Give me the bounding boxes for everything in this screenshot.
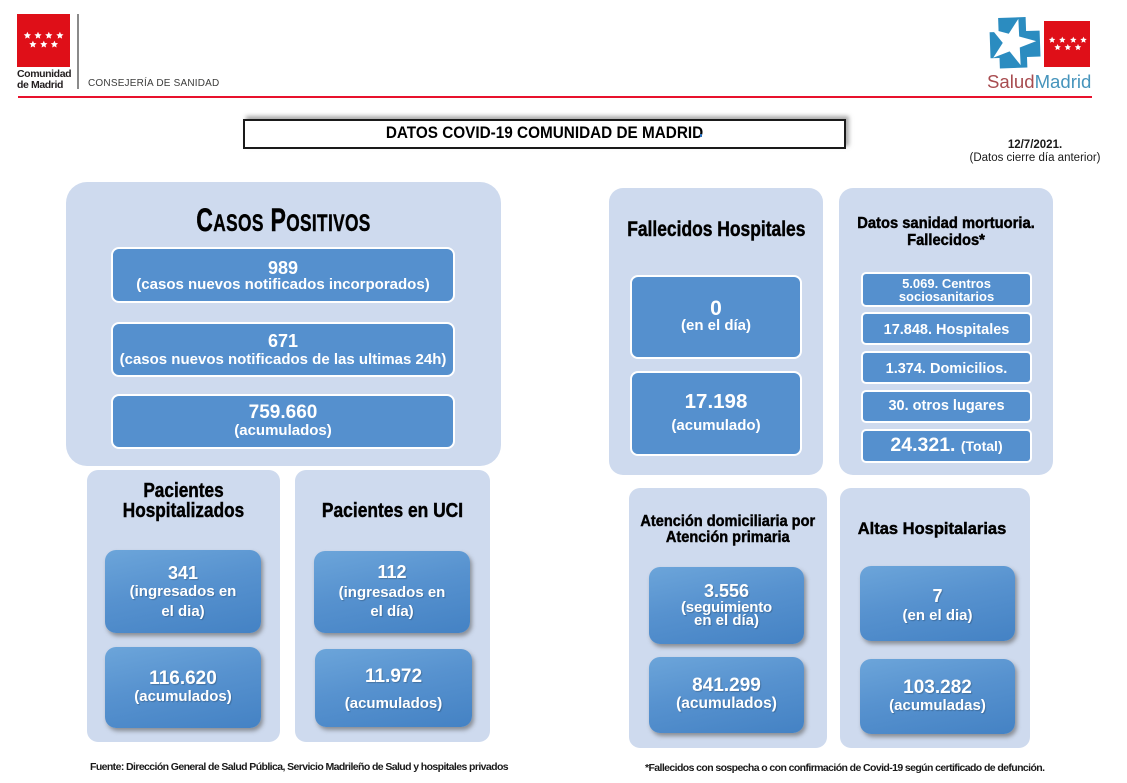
svg-text:SaludMadrid: SaludMadrid [987, 71, 1091, 92]
